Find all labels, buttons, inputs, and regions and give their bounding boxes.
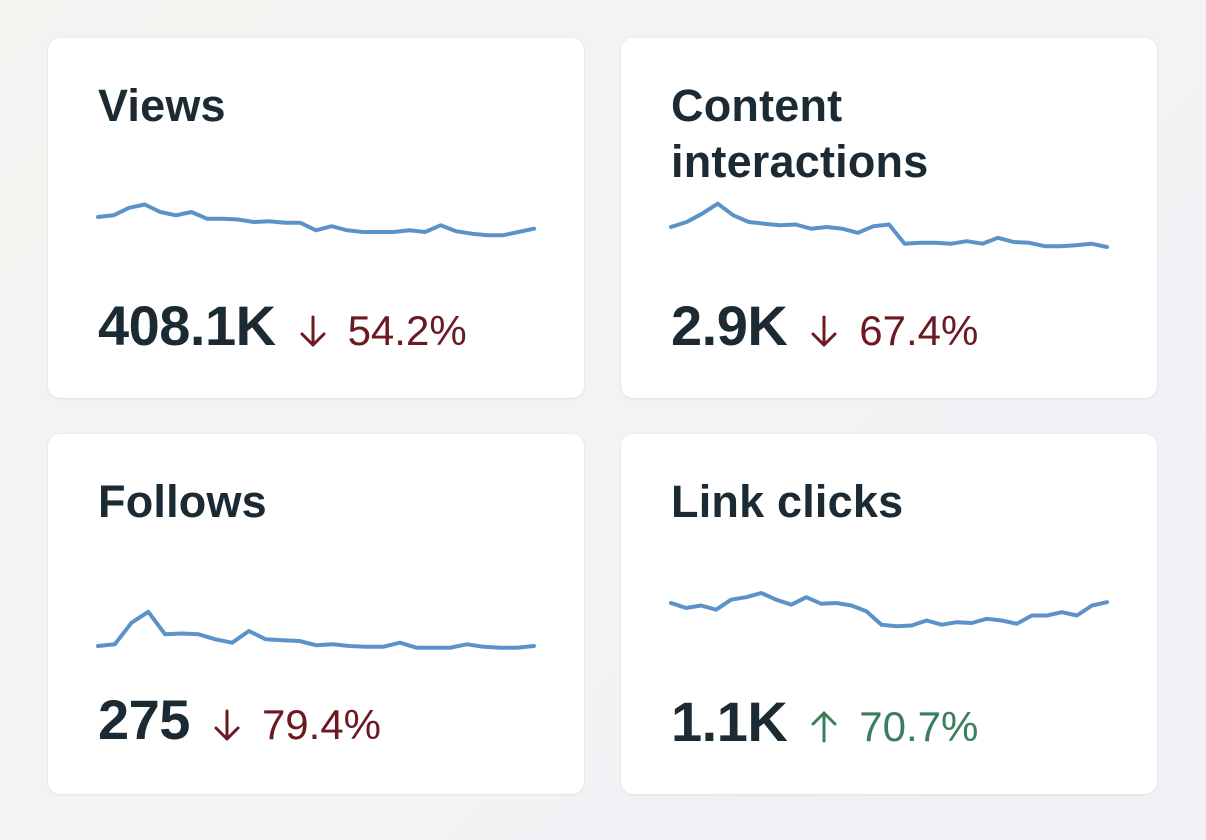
card-title: Follows [98, 476, 267, 527]
sparkline-content-interactions [669, 201, 1109, 249]
insights-grid: Views 408.1K 54.2% Content interactions … [48, 38, 1158, 794]
metric-value: 2.9K [671, 294, 788, 357]
sparkline-chart [96, 202, 536, 238]
metric-row: 408.1K 54.2% [98, 293, 467, 358]
change-indicator: 70.7% [809, 703, 978, 751]
sparkline-chart [96, 609, 536, 650]
metric-row: 275 79.4% [98, 687, 381, 752]
metric-row: 1.1K 70.7% [671, 689, 978, 754]
metric-card-follows[interactable]: Follows 275 79.4% [48, 434, 584, 794]
arrow-up-icon [809, 707, 839, 743]
metric-value: 275 [98, 688, 190, 751]
sparkline-chart [669, 591, 1109, 629]
metric-card-views[interactable]: Views 408.1K 54.2% [48, 38, 584, 398]
arrow-down-icon [212, 705, 242, 741]
change-indicator: 67.4% [809, 307, 978, 355]
arrow-down-icon [809, 311, 839, 347]
card-title: Content interactions [671, 80, 929, 187]
sparkline-chart [669, 201, 1109, 249]
change-indicator: 54.2% [298, 307, 467, 355]
metric-row: 2.9K 67.4% [671, 293, 978, 358]
arrow-down-icon [298, 311, 328, 347]
metric-card-link-clicks[interactable]: Link clicks 1.1K 70.7% [621, 434, 1157, 794]
metric-card-content-interactions[interactable]: Content interactions 2.9K 67.4% [621, 38, 1157, 398]
metric-value: 408.1K [98, 294, 276, 357]
metric-value: 1.1K [671, 690, 788, 753]
sparkline-link-clicks [669, 591, 1109, 629]
card-title: Link clicks [671, 476, 904, 527]
change-percent: 79.4% [261, 701, 382, 748]
change-percent: 54.2% [347, 307, 467, 354]
change-indicator: 79.4% [212, 701, 381, 749]
sparkline-views [96, 202, 536, 238]
card-title: Views [98, 80, 226, 131]
change-percent: 67.4% [859, 307, 979, 354]
sparkline-follows [96, 609, 536, 650]
change-percent: 70.7% [859, 703, 979, 750]
